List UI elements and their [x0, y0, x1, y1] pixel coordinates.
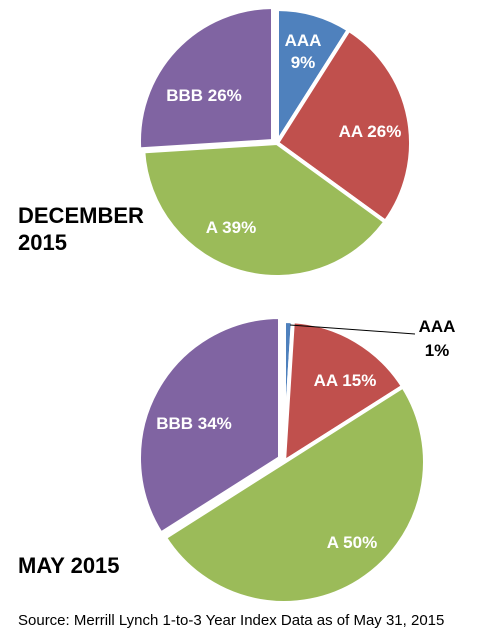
- chart1-caption-line1: DECEMBER: [18, 203, 144, 228]
- pie2-label-aaa-pct: 1%: [425, 341, 450, 360]
- chart1-caption-line2: 2015: [18, 230, 67, 255]
- pie2-slice-a: [162, 383, 427, 605]
- pie1-slice-aa: [274, 27, 413, 225]
- pie1-label-aaa-pct: 9%: [291, 53, 316, 72]
- pie2-label-aaa-name: AAA: [419, 317, 456, 336]
- pie-1: [137, 4, 413, 279]
- pie1-label-a: A 39%: [206, 218, 256, 237]
- pie1-label-aa: AA 26%: [339, 122, 402, 141]
- pie1-label-aaa-name: AAA: [285, 31, 322, 50]
- pie1-label-bbb: BBB 26%: [166, 86, 242, 105]
- chart1-caption: DECEMBER 2015: [18, 202, 144, 256]
- chart2-caption: MAY 2015: [18, 553, 120, 578]
- pie1-slice-bbb: [137, 4, 275, 152]
- pie2-label-aa: AA 15%: [314, 371, 377, 390]
- pie-2: [137, 314, 427, 605]
- pie2-label-a: A 50%: [327, 533, 377, 552]
- pie2-slice-bbb: [137, 314, 282, 537]
- pie2-leader-line: [289, 324, 416, 335]
- source-note: Source: Merrill Lynch 1-to-3 Year Index …: [18, 612, 445, 629]
- pie2-slice-aa: [281, 319, 406, 466]
- pie2-label-bbb: BBB 34%: [156, 414, 232, 433]
- pie1-slice-a: [141, 140, 389, 279]
